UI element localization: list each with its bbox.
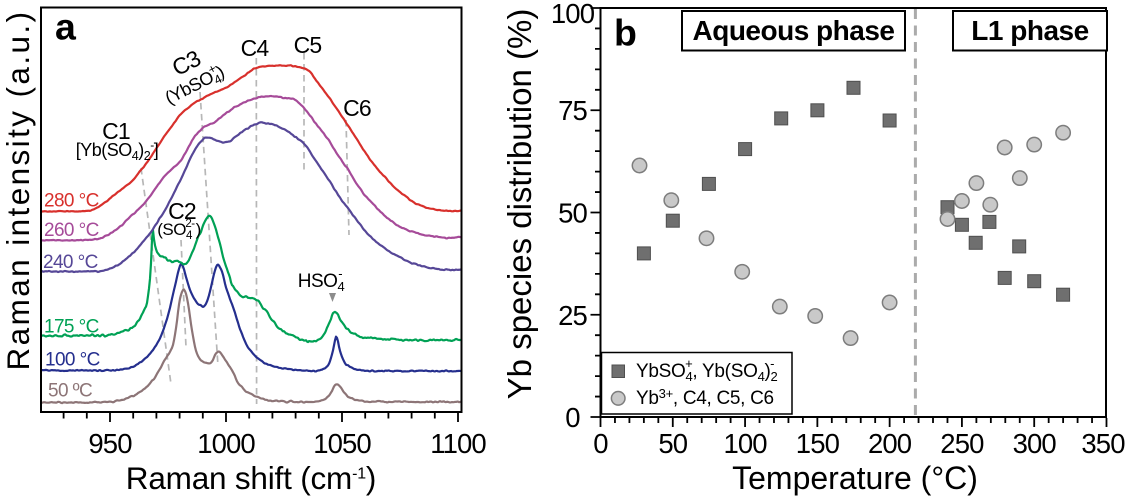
svg-text:C6: C6 [343,95,371,121]
svg-text:1100: 1100 [430,428,486,459]
svg-text:300: 300 [1013,428,1057,459]
svg-text:1000: 1000 [197,428,255,459]
svg-text:C4: C4 [241,35,270,61]
svg-text:0: 0 [593,428,608,459]
svg-text:L1 phase: L1 phase [971,15,1088,46]
svg-text:250: 250 [940,428,984,459]
svg-text:C5: C5 [294,32,322,58]
svg-text:200: 200 [868,428,912,459]
svg-text:Aqueous phase: Aqueous phase [693,15,895,46]
svg-text:75: 75 [558,95,587,126]
svg-text:1050: 1050 [313,428,371,459]
svg-text:100 °C: 100 °C [45,350,100,371]
svg-text:175 °C: 175 °C [44,317,99,338]
svg-text:Raman shift (cm-1): Raman shift (cm-1) [126,460,376,496]
svg-text:Temperature (°C): Temperature (°C) [732,460,978,496]
svg-text:YbSO4+, Yb(SO4)2-: YbSO4+, Yb(SO4)2- [636,356,778,384]
svg-text:0: 0 [565,402,580,433]
svg-text:280 °C: 280 °C [44,191,99,212]
svg-text:25: 25 [558,300,587,331]
svg-text:50 ºC: 50 ºC [48,381,92,402]
svg-text:50: 50 [658,428,687,459]
svg-text:a: a [55,6,77,48]
svg-text:100: 100 [724,428,768,459]
svg-text:950: 950 [88,428,132,459]
svg-text:HSO4-: HSO4- [298,266,345,294]
svg-text:Yb3+, C4, C5, C6: Yb3+, C4, C5, C6 [636,386,774,409]
svg-text:b: b [614,12,637,54]
svg-text:100: 100 [551,0,595,29]
svg-text:350: 350 [1081,428,1125,459]
svg-text:Raman intensity (a.u.): Raman intensity (a.u.) [0,10,36,371]
svg-text:260 °C: 260 °C [44,220,99,241]
svg-text:50: 50 [558,198,587,229]
svg-text:150: 150 [796,428,840,459]
svg-text:240 °C: 240 °C [43,252,98,273]
svg-text:Yb species distribution (%): Yb species distribution (%) [501,9,538,400]
